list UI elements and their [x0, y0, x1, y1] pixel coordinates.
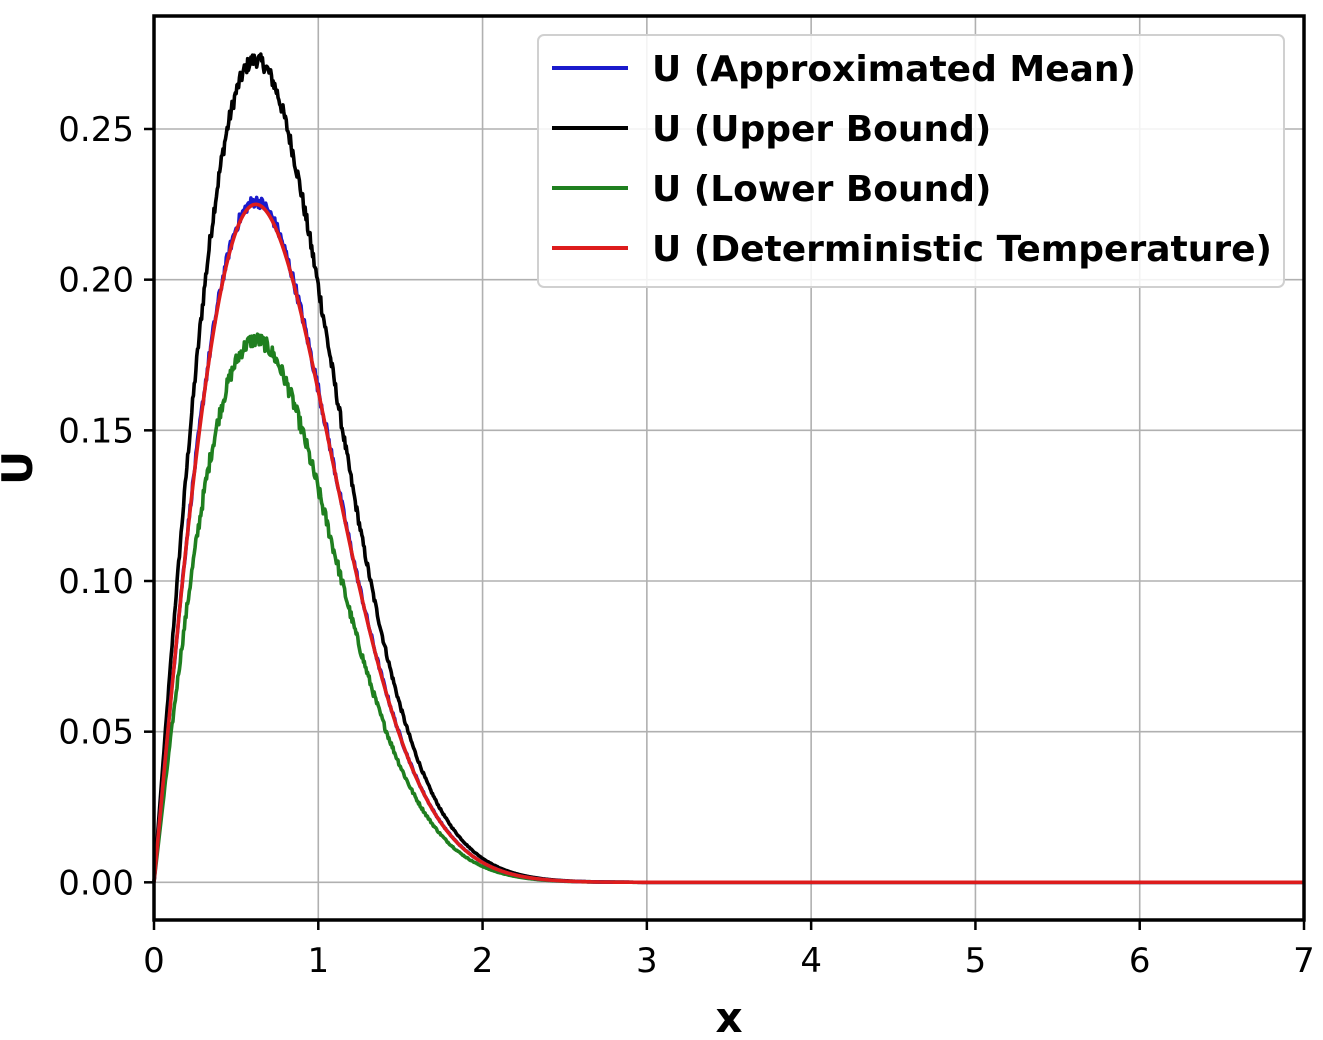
y-tick-label-0: 0.00	[58, 863, 134, 903]
plot-area	[152, 52, 1305, 885]
x-tick-label-6: 6	[1129, 941, 1151, 981]
plot-frame	[152, 14, 1306, 922]
y-tick-label-2: 0.10	[58, 562, 134, 602]
x-tick-label-3: 3	[636, 941, 658, 981]
x-axis-label: x	[715, 993, 742, 1040]
y-tick-label-1: 0.05	[58, 713, 134, 753]
x-tick-label-2: 2	[472, 941, 494, 981]
x-tick-label-0: 0	[143, 941, 165, 981]
y-axis: 0.00 0.05 0.10 0.15 0.20 0.25	[58, 110, 154, 903]
x-tick-label-4: 4	[800, 941, 822, 981]
series-line-3	[152, 202, 1305, 885]
x-tick-label-7: 7	[1293, 941, 1315, 981]
y-axis-label: U	[0, 451, 42, 485]
x-axis: 0 1 2 3 4 5 6 7	[143, 920, 1315, 981]
x-tick-label-1: 1	[307, 941, 329, 981]
y-tick-label-4: 0.20	[58, 261, 134, 301]
y-tick-label-5: 0.25	[58, 110, 134, 150]
legend-label-2: U (Lower Bound)	[652, 169, 992, 210]
y-tick-label-3: 0.15	[58, 411, 134, 451]
legend-box	[537, 34, 1285, 288]
legend-label-1: U (Upper Bound)	[652, 109, 991, 150]
legend-label-0: U (Approximated Mean)	[652, 49, 1136, 90]
legend-label-3: U (Deterministic Temperature)	[652, 229, 1272, 270]
legend: U (Approximated Mean) U (Upper Bound) U (L…	[537, 34, 1285, 288]
x-tick-label-5: 5	[965, 941, 987, 981]
